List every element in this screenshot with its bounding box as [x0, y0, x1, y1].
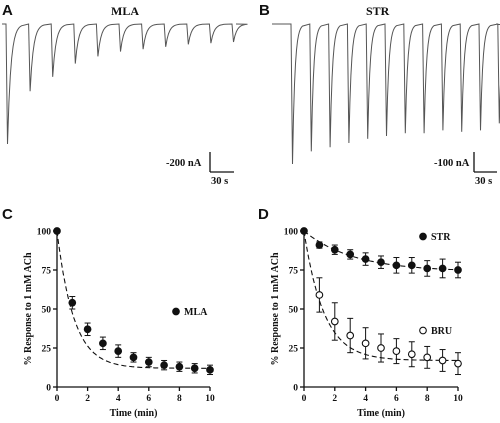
panel-letter-b: B — [259, 2, 270, 19]
scale-label-current-b: -100 nA — [434, 158, 470, 169]
data-point-mla — [114, 347, 123, 355]
data-point-mla — [68, 298, 77, 307]
x-tick-label: 8 — [177, 394, 182, 404]
data-point-bru — [330, 317, 339, 326]
data-point-str — [454, 266, 462, 274]
panel-letter-c: C — [2, 206, 13, 223]
data-point-mla — [175, 362, 184, 371]
x-tick-label: 2 — [332, 394, 337, 404]
fit-curve-mla — [56, 230, 210, 369]
y-tick-label: 100 — [37, 228, 52, 238]
data-point-str — [315, 241, 324, 249]
y-axis-label: % Response to 1 mM ACh — [270, 252, 281, 365]
x-tick-label: 8 — [425, 394, 430, 404]
data-point-str — [423, 264, 432, 273]
x-tick-label: 10 — [205, 394, 215, 404]
y-tick-label: 0 — [293, 384, 298, 394]
legend-marker-str — [419, 232, 427, 241]
data-point-mla — [53, 227, 61, 235]
x-tick-label: 6 — [394, 394, 399, 404]
data-point-bru — [315, 291, 324, 299]
panel-title-b: STR — [366, 4, 390, 18]
y-tick-label: 0 — [46, 384, 51, 394]
panel-a: A MLA -200 nA 30 s — [2, 2, 248, 187]
x-tick-label: 6 — [146, 394, 151, 404]
x-tick-label: 2 — [85, 394, 90, 404]
current-trace-a — [2, 23, 248, 145]
y-tick-label: 100 — [284, 228, 299, 238]
data-point-mla — [206, 365, 214, 374]
data-point-mla — [129, 353, 138, 362]
data-point-str — [361, 255, 370, 263]
data-point-bru — [392, 347, 401, 355]
legend-marker-bru — [419, 326, 427, 335]
y-tick-label: 75 — [42, 267, 52, 277]
data-point-mla — [99, 339, 107, 348]
scale-label-time-b: 30 s — [475, 176, 492, 187]
data-point-bru — [377, 344, 385, 352]
data-point-bru — [438, 356, 447, 365]
panel-letter-d: D — [258, 206, 269, 223]
current-trace-b — [272, 23, 500, 165]
data-point-str — [377, 258, 385, 267]
legend-label-mla: MLA — [184, 307, 208, 318]
panel-b: B STR -100 nA 30 s — [259, 2, 500, 187]
y-tick-label: 75 — [289, 267, 299, 277]
data-point-str — [346, 250, 355, 259]
data-point-bru — [407, 350, 416, 359]
x-tick-label: 0 — [302, 394, 307, 404]
data-point-mla — [83, 325, 92, 334]
data-point-str — [330, 245, 339, 254]
x-tick-label: 0 — [55, 394, 60, 404]
scale-label-time-a: 30 s — [211, 176, 228, 187]
data-point-bru — [454, 359, 462, 368]
data-point-bru — [346, 331, 355, 340]
panel-title-a: MLA — [111, 4, 139, 18]
data-point-mla — [144, 358, 153, 366]
data-point-str — [392, 261, 401, 270]
data-point-mla — [160, 361, 168, 370]
data-point-mla — [190, 364, 199, 373]
scale-bar-a: -200 nA 30 s — [166, 152, 234, 187]
x-axis-label: Time (min) — [110, 408, 158, 419]
y-tick-label: 50 — [42, 306, 52, 316]
scale-label-current-a: -200 nA — [166, 158, 202, 169]
data-point-str — [407, 261, 416, 270]
y-tick-label: 50 — [289, 306, 299, 316]
x-tick-label: 4 — [116, 394, 121, 404]
x-tick-label: 10 — [453, 394, 463, 404]
y-axis-label: % Response to 1 mM ACh — [23, 252, 34, 365]
data-point-bru — [423, 353, 432, 362]
x-axis-label: Time (min) — [357, 408, 405, 419]
x-tick-label: 4 — [363, 394, 368, 404]
panel-letter-a: A — [2, 2, 13, 19]
legend-label-str: STR — [431, 232, 451, 243]
data-point-str — [438, 264, 447, 273]
legend-marker-mla — [172, 307, 180, 316]
y-tick-label: 25 — [289, 345, 299, 355]
y-tick-label: 25 — [42, 345, 52, 355]
data-point-bru — [361, 339, 370, 348]
scale-bar-b: -100 nA 30 s — [434, 152, 497, 187]
legend-label-bru: BRU — [431, 326, 452, 337]
